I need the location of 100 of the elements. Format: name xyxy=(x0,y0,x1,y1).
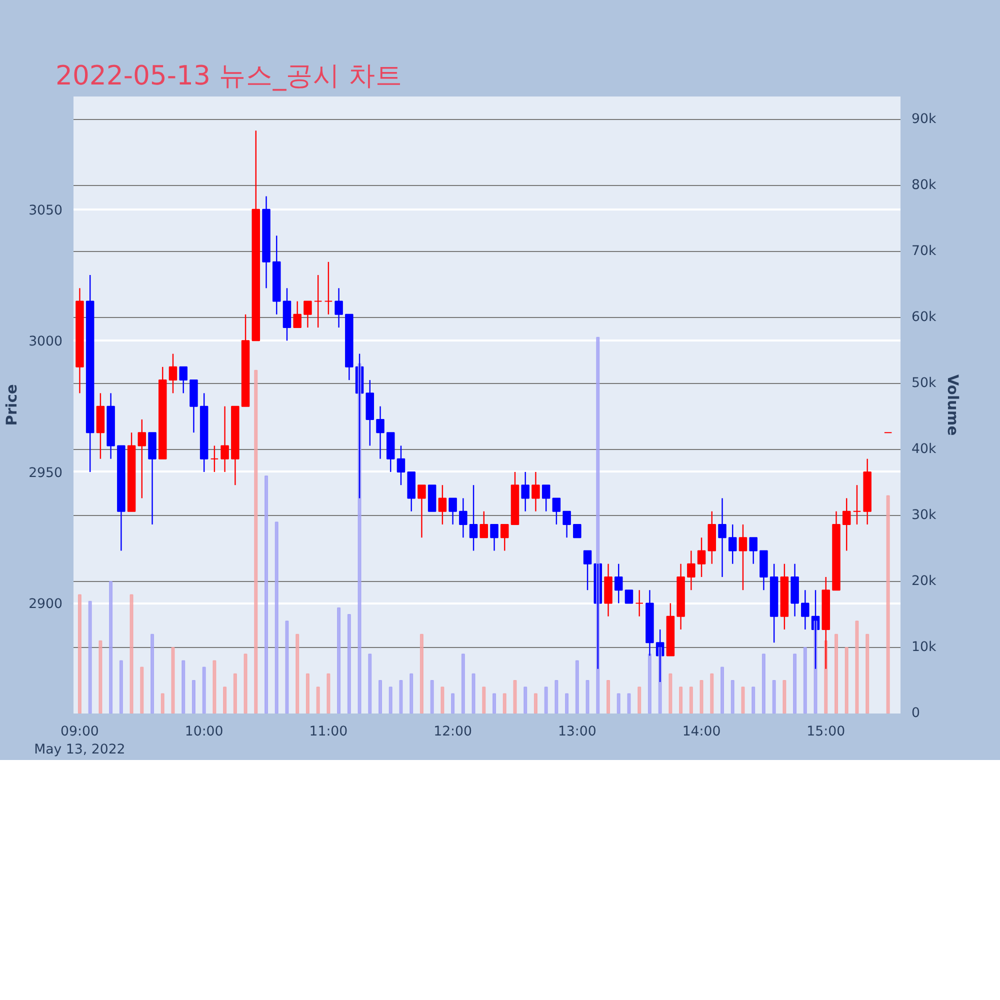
y2-tick-label: 0 xyxy=(912,706,920,721)
bar xyxy=(730,680,734,714)
bar xyxy=(274,522,278,714)
bar xyxy=(772,680,776,714)
bar xyxy=(752,686,756,714)
x-tick-label: 15:00 xyxy=(806,724,846,740)
candlestick xyxy=(314,274,322,328)
bar xyxy=(472,673,476,714)
chart-title: 2022-05-13 뉴스_공시 차트 xyxy=(56,60,403,92)
x-tick-label: 10:00 xyxy=(184,724,224,740)
bar xyxy=(451,693,455,714)
bar xyxy=(627,693,631,714)
bar xyxy=(347,614,351,714)
x-tick-label: 09:00 May 13, 2022 xyxy=(34,724,126,758)
bar xyxy=(575,660,579,714)
candlestick xyxy=(210,445,219,473)
y-tick-label: 2900 xyxy=(28,597,63,612)
bar xyxy=(544,686,548,714)
bar xyxy=(638,686,642,714)
bar xyxy=(668,673,672,714)
bar xyxy=(378,680,382,714)
bar xyxy=(285,620,289,714)
x-tick-label: 12:00 xyxy=(434,724,472,740)
bar xyxy=(233,673,237,714)
bar xyxy=(886,495,890,714)
bar xyxy=(482,686,486,714)
bar xyxy=(762,654,766,714)
bar xyxy=(502,693,506,714)
bar xyxy=(720,666,724,714)
bar xyxy=(98,640,102,714)
bar xyxy=(834,634,838,714)
bar xyxy=(855,620,859,714)
bar xyxy=(606,680,610,714)
bar xyxy=(586,680,590,714)
bar xyxy=(140,666,144,714)
bar xyxy=(793,654,797,714)
bar xyxy=(866,634,870,714)
y2-tick-label: 50k xyxy=(912,376,936,392)
bar xyxy=(171,647,175,714)
bar xyxy=(616,693,620,714)
bar xyxy=(316,686,320,714)
y2-tick-label: 70k xyxy=(912,244,936,260)
candlestick xyxy=(852,484,862,526)
candlestick xyxy=(179,366,188,394)
y2-tick-label: 80k xyxy=(912,178,936,194)
bar xyxy=(565,693,569,714)
x-tick-label: 13:00 xyxy=(558,724,596,740)
bar xyxy=(296,634,300,714)
bar xyxy=(492,693,496,714)
y2-tick-label: 20k xyxy=(912,574,936,590)
y2-tick-label: 10k xyxy=(912,640,936,656)
bar xyxy=(223,686,227,714)
bar xyxy=(554,680,558,714)
bar xyxy=(710,673,714,714)
candlestick xyxy=(428,484,436,512)
y2-tick-label: 90k xyxy=(912,112,936,128)
y-tick-label: 3050 xyxy=(28,203,63,218)
bar xyxy=(679,686,683,714)
bar xyxy=(524,686,528,714)
bar xyxy=(534,693,538,714)
candlestick xyxy=(635,590,644,617)
bar xyxy=(202,666,206,714)
bar xyxy=(399,680,403,714)
bar xyxy=(306,673,310,714)
bar xyxy=(782,680,786,714)
bar xyxy=(410,673,414,714)
bar xyxy=(182,660,186,714)
bar xyxy=(150,634,154,714)
x-tick-label: 14:00 xyxy=(682,724,721,740)
bar xyxy=(513,680,517,714)
bar xyxy=(88,600,92,714)
candlestick xyxy=(158,366,167,460)
bar xyxy=(368,654,372,714)
bar xyxy=(741,686,745,714)
y2-tick-label: 30k xyxy=(912,508,936,524)
y2-axis-title: Volume xyxy=(944,374,962,436)
bar xyxy=(212,660,216,714)
bar xyxy=(130,594,134,714)
bar xyxy=(648,654,652,714)
x-tick-label: 11:00 xyxy=(309,724,348,740)
candlestick xyxy=(324,261,333,316)
candlestick xyxy=(272,235,281,316)
bar xyxy=(803,647,807,714)
y-tick-label: 2950 xyxy=(28,466,63,481)
bar xyxy=(78,594,82,714)
bar xyxy=(254,370,258,714)
bar xyxy=(461,654,465,714)
bar xyxy=(689,686,693,714)
y-tick-label: 3000 xyxy=(28,334,63,350)
bar xyxy=(430,680,434,714)
bar xyxy=(700,680,704,714)
candlestick xyxy=(573,524,582,538)
bar xyxy=(440,686,444,714)
bar xyxy=(264,475,268,714)
bar xyxy=(844,647,848,714)
y2-tick-label: 40k xyxy=(912,442,936,458)
bar xyxy=(109,581,113,714)
y-axis-title: Price xyxy=(4,384,21,426)
bar xyxy=(420,634,424,714)
bar xyxy=(192,680,196,714)
